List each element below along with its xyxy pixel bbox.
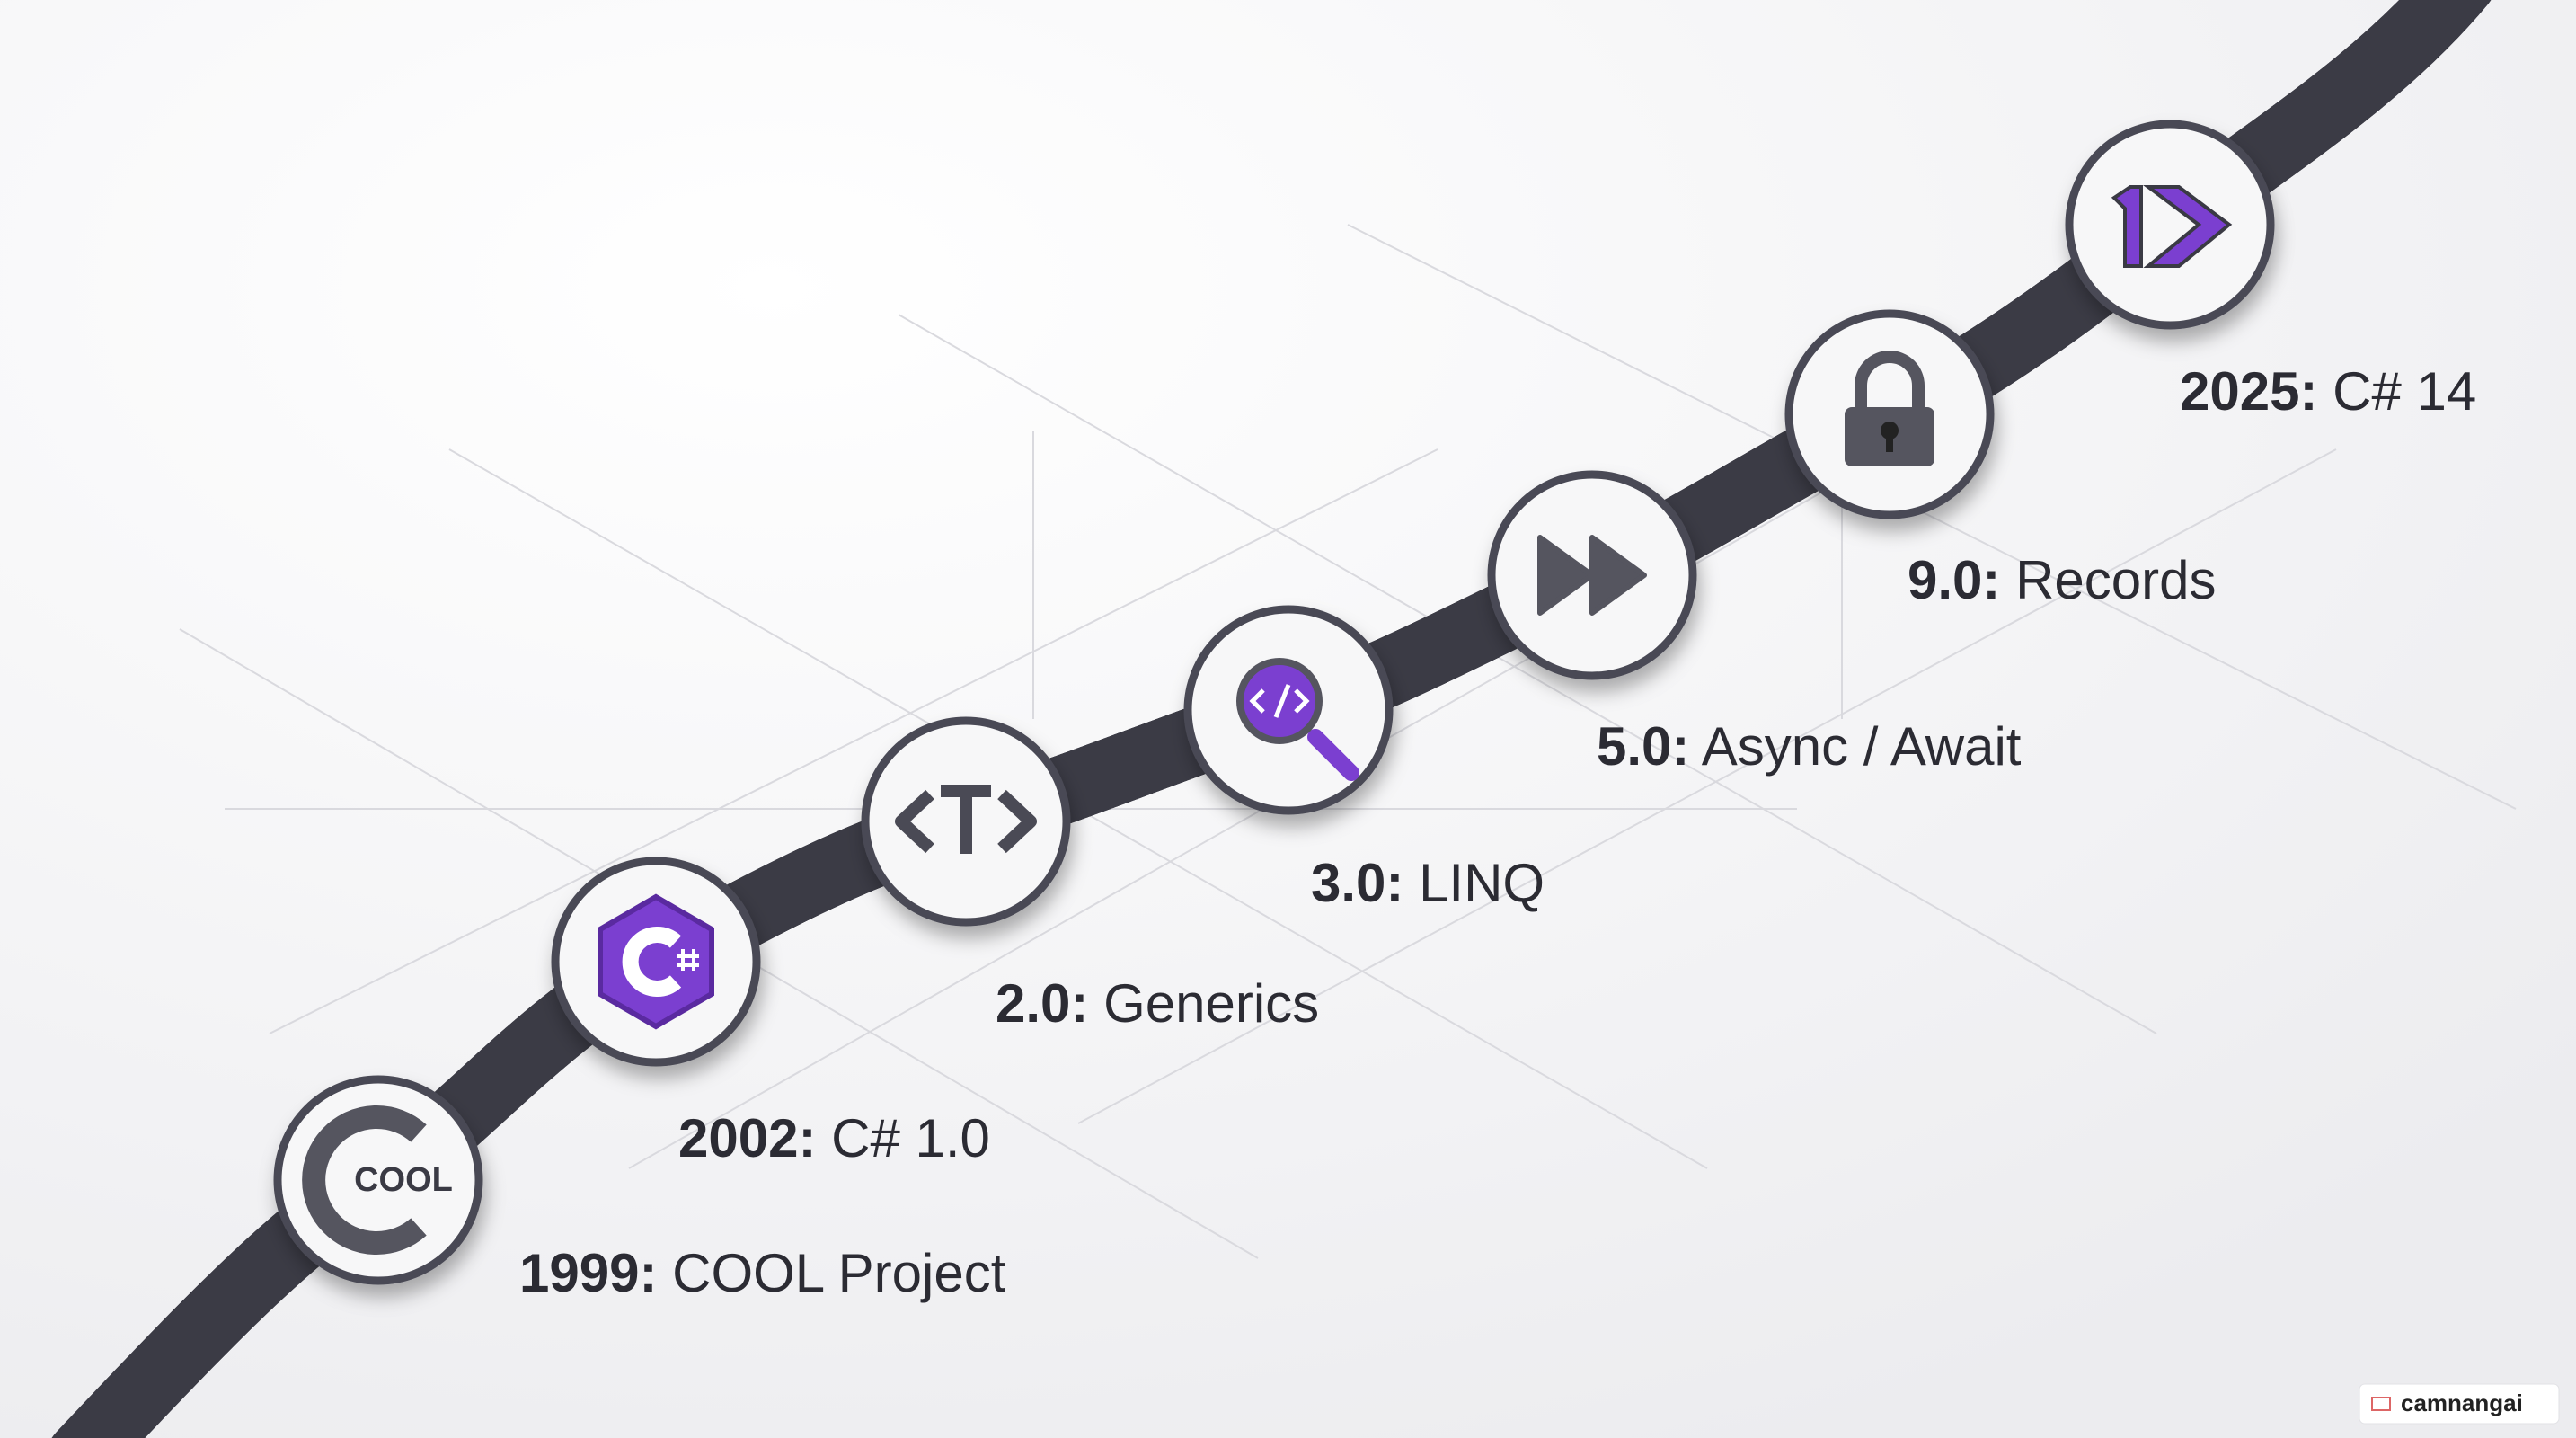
milestone-year: 9.0: [1908, 550, 2000, 610]
milestone-label: 3.0: LINQ [1311, 853, 1545, 913]
milestone-title: Records [2015, 550, 2216, 610]
milestone-label: 5.0: Async / Await [1597, 716, 2022, 777]
milestone-title: LINQ [1419, 853, 1545, 913]
node-async [1487, 470, 1697, 680]
milestone-title: Async / Await [1702, 716, 2022, 777]
node-cool: COOL [273, 1075, 483, 1285]
milestone-year: 2.0: [996, 973, 1088, 1034]
milestone-title: C# 1.0 [831, 1108, 990, 1168]
node-generics [861, 716, 1071, 927]
milestone-label: 2025: C# 14 [2180, 361, 2476, 422]
milestone-label: 1999: COOL Project [519, 1243, 1006, 1303]
milestone-year: 2002: [678, 1108, 816, 1168]
milestone-title: COOL Project [672, 1243, 1006, 1303]
watermark: camnangai [2359, 1383, 2560, 1425]
milestone-year: 3.0: [1311, 853, 1403, 913]
icon-text: COOL [354, 1161, 453, 1199]
milestone-year: 5.0: [1597, 716, 1689, 777]
milestone-year: 1999: [519, 1243, 657, 1303]
milestone-year: 2025: [2180, 361, 2317, 422]
milestone-label: 2002: C# 1.0 [678, 1108, 990, 1168]
milestone-title: Generics [1103, 973, 1319, 1034]
milestone-title: C# 14 [2333, 361, 2476, 422]
watermark-text: camnangai [2401, 1389, 2523, 1416]
node-csharp [551, 857, 761, 1067]
milestone-label: 2.0: Generics [996, 973, 1319, 1034]
node-csharp14 [2065, 120, 2275, 330]
node-records [1784, 309, 1995, 519]
node-linq [1183, 605, 1394, 815]
milestone-label: 9.0: Records [1908, 550, 2216, 610]
